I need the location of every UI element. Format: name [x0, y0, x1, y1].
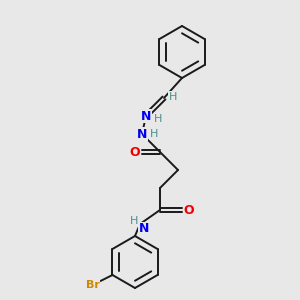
Text: H: H	[130, 216, 138, 226]
Text: N: N	[141, 110, 151, 122]
Text: N: N	[137, 128, 147, 140]
Text: N: N	[139, 223, 149, 236]
Text: H: H	[150, 129, 158, 139]
Text: H: H	[169, 92, 177, 102]
Text: O: O	[130, 146, 140, 158]
Text: Br: Br	[85, 280, 99, 290]
Text: O: O	[184, 203, 194, 217]
Text: H: H	[154, 114, 162, 124]
